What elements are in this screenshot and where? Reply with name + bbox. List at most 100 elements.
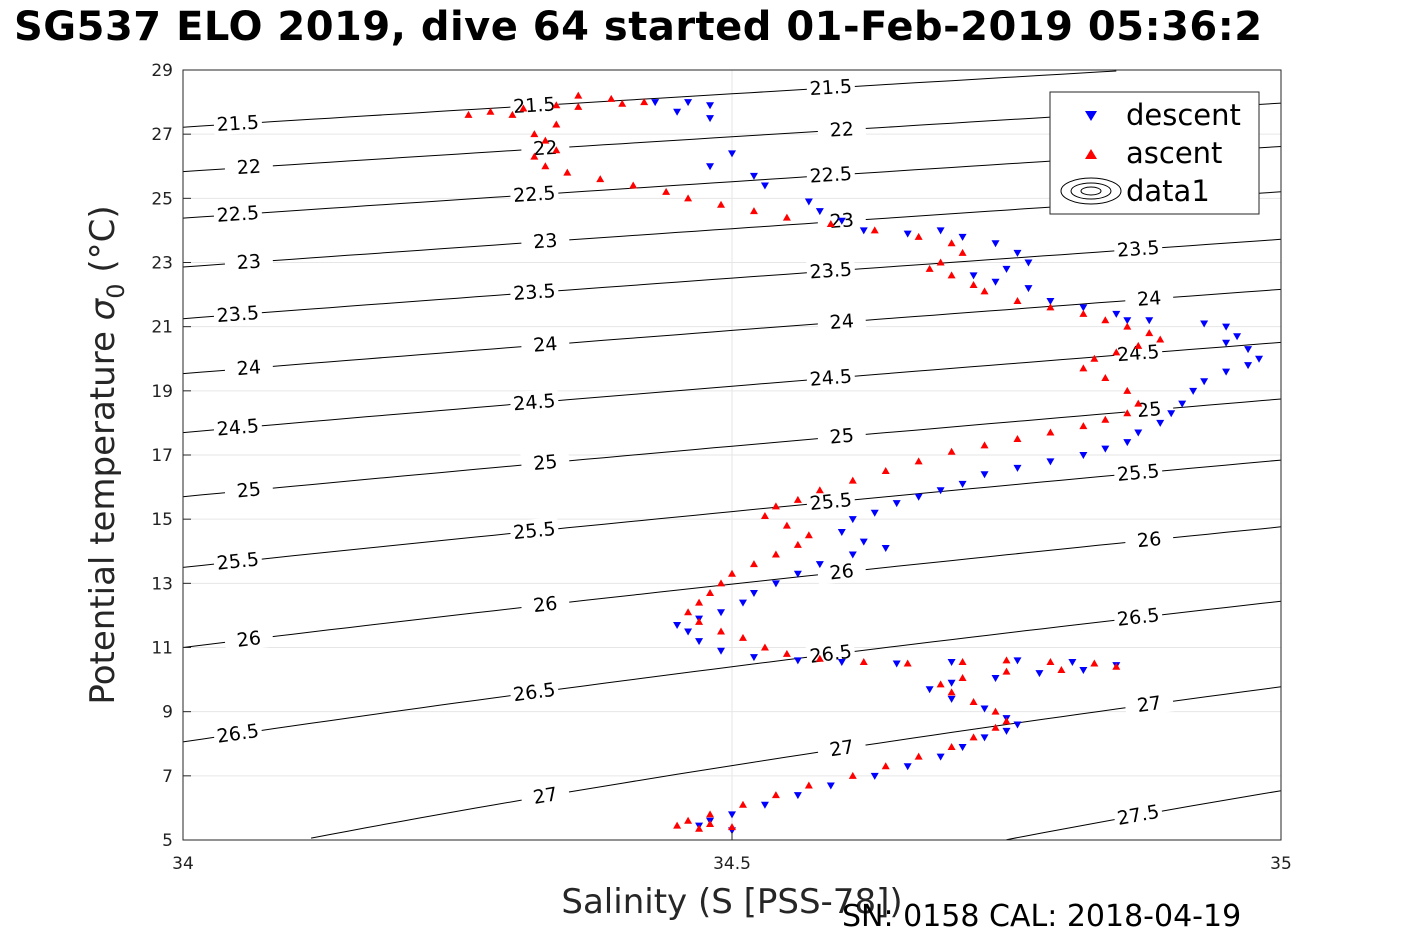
ascent-point xyxy=(947,447,956,455)
ascent-point xyxy=(1123,386,1132,394)
contour-label-bg xyxy=(816,733,868,763)
contour-label-bg xyxy=(223,354,274,381)
contour-label: 25 xyxy=(236,478,262,502)
contour-label: 23.5 xyxy=(512,280,556,305)
contour-label-bg xyxy=(520,227,570,254)
ascent-point xyxy=(771,502,780,510)
ascent-point xyxy=(1046,303,1055,311)
descent-point xyxy=(1123,439,1132,447)
descent-point xyxy=(684,628,693,636)
descent-point xyxy=(903,763,912,771)
contour-label: 24 xyxy=(829,310,855,334)
descent-point xyxy=(1233,333,1242,341)
descent-point xyxy=(1024,259,1033,267)
legend-marker-ascent xyxy=(1085,149,1097,159)
contour-label: 24.5 xyxy=(216,415,260,441)
ascent-point xyxy=(947,271,956,279)
contour-label: 23.5 xyxy=(1116,237,1160,262)
contour-label-bg xyxy=(1113,235,1163,261)
ascent-point xyxy=(848,771,857,779)
contour-label-bg xyxy=(1123,689,1175,718)
contour-label: 22 xyxy=(829,118,854,141)
ascent-point xyxy=(826,220,835,227)
contour-label-bg xyxy=(1124,525,1175,553)
contour-label-bg xyxy=(806,74,856,100)
contour-label-bg xyxy=(509,181,559,207)
contour-label-bg xyxy=(816,557,867,585)
ascent-point xyxy=(508,110,517,118)
contour-label-bg xyxy=(805,487,856,515)
descent-point xyxy=(749,589,758,597)
x-tick-label: 34.5 xyxy=(713,854,751,874)
y-tick-label: 13 xyxy=(151,574,173,594)
descent-point xyxy=(1200,320,1209,328)
ascent-point xyxy=(881,762,890,770)
contour-line xyxy=(311,686,1282,839)
descent-point xyxy=(695,638,704,646)
ascent-point xyxy=(1101,415,1110,423)
descent-point xyxy=(1112,310,1121,318)
descent-point xyxy=(936,487,945,495)
descent-point xyxy=(925,686,934,694)
descent-point xyxy=(947,695,956,703)
descent-point xyxy=(870,772,879,780)
contour-label: 24.5 xyxy=(512,390,556,415)
ascent-point xyxy=(848,476,857,484)
descent-point xyxy=(1013,249,1022,257)
descent-point xyxy=(980,734,989,742)
contour-line xyxy=(182,341,1282,434)
contour-label-bg xyxy=(509,278,560,305)
ascent-point xyxy=(629,181,638,189)
descent-point xyxy=(881,545,890,553)
density-contours: 21.521.521.52222222222.522.522.522.52323… xyxy=(182,70,1282,841)
ascent-point xyxy=(607,94,616,102)
legend-label-data1: data1 xyxy=(1126,174,1210,208)
contour-label-bg xyxy=(520,590,571,618)
descent-point xyxy=(706,163,715,171)
ascent-point xyxy=(881,467,890,475)
contour-label: 25.5 xyxy=(512,518,556,544)
ascent-point xyxy=(552,120,561,128)
descent-point xyxy=(651,99,660,107)
ascent-point xyxy=(519,104,528,112)
ascent-point xyxy=(804,781,813,789)
ascent-point xyxy=(1112,348,1121,356)
descent-point xyxy=(673,108,682,116)
contour-label: 25 xyxy=(829,425,855,449)
contour-label-bg xyxy=(520,448,571,476)
contour-label-bg xyxy=(817,116,867,142)
ascent-point xyxy=(760,643,769,651)
descent-point xyxy=(793,570,802,578)
ascent-point xyxy=(695,824,704,832)
descent-point xyxy=(1068,658,1077,666)
contour-line xyxy=(182,526,1282,648)
descent-point xyxy=(859,538,868,546)
ascent-point xyxy=(947,688,956,696)
contour-label: 25.5 xyxy=(1116,460,1160,486)
contour-label: 25.5 xyxy=(216,548,260,574)
descent-point xyxy=(728,811,736,819)
descent-point xyxy=(1013,464,1022,472)
ascent-point xyxy=(640,98,649,106)
contour-label-bg xyxy=(212,413,263,440)
contour-label: 22 xyxy=(533,137,559,160)
y-tick-label: 25 xyxy=(151,189,173,209)
contour-label-bg xyxy=(508,677,560,706)
descent-point xyxy=(991,674,1000,682)
y-tick-label: 29 xyxy=(151,61,173,81)
descent-point xyxy=(1024,285,1033,293)
contour-line xyxy=(182,70,1117,128)
ascent-point xyxy=(596,175,605,183)
descent-point xyxy=(1013,657,1022,665)
contour-label-bg xyxy=(223,476,274,503)
descent-point xyxy=(1189,387,1198,395)
y-axis-ticks: 5 7 9 11 13 15 17 19 21 23 25 27 29 xyxy=(151,61,191,851)
data-points xyxy=(464,91,1264,835)
ascent-point xyxy=(695,617,704,625)
ascent-point xyxy=(925,264,934,272)
contour-label: 24 xyxy=(532,333,558,357)
chart-title: SG537 ELO 2019, dive 64 started 01-Feb-2… xyxy=(14,4,1263,50)
legend: descent ascent data1 xyxy=(1049,91,1260,215)
ascent-point xyxy=(684,194,693,202)
descent-point xyxy=(958,480,967,488)
